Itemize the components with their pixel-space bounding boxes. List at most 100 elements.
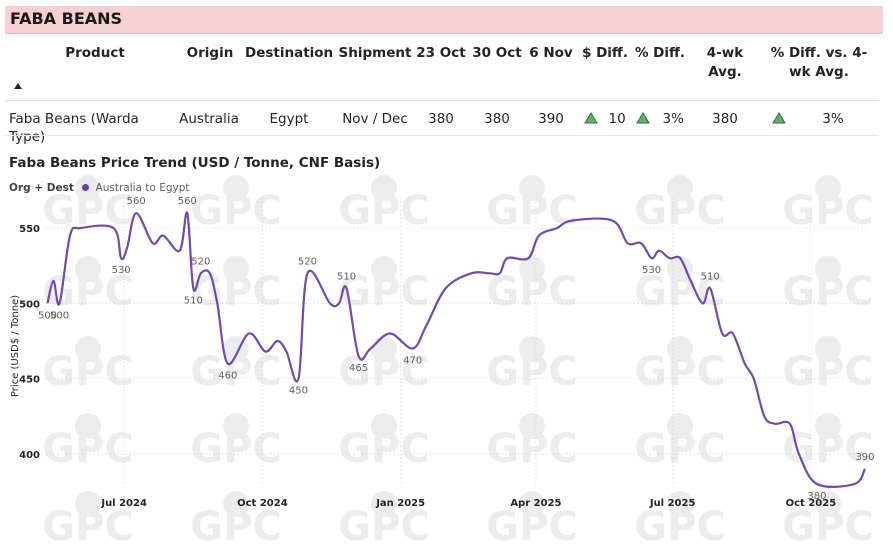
col-header-usd-diff[interactable]: $ Diff.	[582, 45, 628, 61]
up-triangle-icon	[636, 112, 651, 124]
x-tick-label: Jul 2025	[649, 498, 696, 509]
svg-text:GPC: GPC	[634, 188, 726, 234]
watermark-logo: GPC	[486, 336, 578, 395]
svg-text:GPC: GPC	[782, 426, 874, 472]
y-axis-label: Price (USD$ / Tonne)	[10, 295, 21, 397]
svg-text:GPC: GPC	[486, 349, 578, 395]
cell-4wk-avg: 380	[712, 111, 738, 127]
col-header-6-nov[interactable]: 6 Nov	[529, 45, 573, 61]
svg-text:GPC: GPC	[190, 504, 282, 549]
watermark-layer: GPC GPC GPC GPC GPC GPC GPC GPC GPC GPC GPC GPC GPC G…	[42, 175, 874, 549]
col-header-product[interactable]: Product	[65, 45, 125, 61]
axis-layer: 400 450 500 550 Jul 2024 Oct 2024 Jan 2025 Apr …	[19, 224, 836, 509]
svg-text:GPC: GPC	[42, 269, 134, 315]
x-tick-label: Apr 2025	[510, 498, 561, 509]
col-header-4wk-avg[interactable]: 4-wk Avg.	[695, 44, 755, 82]
header-divider	[5, 100, 878, 101]
y-tick-label: 500	[19, 299, 40, 310]
watermark-logo: GPC	[782, 256, 874, 315]
col-header-pct-diff-vs-avg[interactable]: % Diff. vs. 4- wk Avg.	[763, 44, 875, 82]
watermark-logo: GPC	[634, 491, 726, 549]
section-title-bar: FABA BEANS	[5, 6, 883, 34]
svg-text:GPC: GPC	[782, 349, 874, 395]
col-header-origin[interactable]: Origin	[186, 45, 234, 61]
data-label: 465	[349, 363, 368, 374]
svg-text:GPC: GPC	[782, 269, 874, 315]
col-header-pct-diff-vs-avg-line2: wk Avg.	[789, 64, 849, 80]
chart-title: Faba Beans Price Trend (USD / Tonne, CNF…	[9, 155, 381, 171]
col-header-30-oct[interactable]: 30 Oct	[472, 45, 522, 61]
watermark-logo: GPC	[782, 491, 874, 549]
watermark-logo: GPC	[338, 413, 430, 472]
cell-pct-diff-value: 3%	[662, 111, 684, 127]
watermark-logo: GPC	[634, 413, 726, 472]
svg-text:GPC: GPC	[190, 269, 282, 315]
watermark-logo: GPC	[42, 491, 134, 549]
watermark-logo: GPC	[634, 336, 726, 395]
watermark-logo: GPC	[486, 491, 578, 549]
data-label: 520	[298, 256, 317, 267]
watermark-logo: GPC	[190, 336, 282, 395]
cell-pct-diff: 3%	[632, 110, 688, 128]
y-tick-label: 450	[19, 375, 40, 386]
data-label: 560	[178, 196, 197, 207]
data-label: 500	[38, 310, 57, 321]
cell-destination: Egypt	[269, 111, 309, 127]
watermark-logo: GPC	[42, 336, 134, 395]
watermark-logo: GPC	[782, 336, 874, 395]
watermark-logo: GPC	[42, 175, 134, 234]
cell-origin: Australia	[179, 111, 239, 127]
x-tick-label: Oct 2025	[786, 498, 837, 509]
svg-text:GPC: GPC	[782, 188, 874, 234]
up-triangle-icon	[584, 112, 599, 124]
col-header-pct-diff-vs-avg-line1: % Diff. vs. 4-	[770, 45, 868, 61]
col-header-23-oct[interactable]: 23 Oct	[416, 45, 466, 61]
data-label: 450	[289, 386, 308, 397]
row-divider	[5, 135, 878, 136]
data-label: 510	[701, 271, 720, 282]
col-header-shipment[interactable]: Shipment	[338, 45, 412, 61]
series-line-australia-to-egypt[interactable]	[46, 211, 866, 488]
data-label: 510	[337, 271, 356, 282]
cell-usd-diff-value: 10	[608, 111, 626, 127]
section-title: FABA BEANS	[10, 9, 123, 28]
watermark-logo: GPC	[338, 175, 430, 234]
legend-title: Org + Dest	[9, 182, 74, 194]
legend-item-australia-to-egypt[interactable]: Australia to Egypt	[95, 182, 190, 194]
data-label: 470	[403, 356, 422, 367]
col-header-destination[interactable]: Destination	[245, 45, 334, 61]
watermark-logo: GPC	[338, 256, 430, 315]
watermark-logo: GPC	[338, 336, 430, 395]
watermark-logo: GPC	[782, 175, 874, 234]
data-label: 530	[112, 265, 131, 276]
svg-text:GPC: GPC	[486, 269, 578, 315]
col-header-4wk-avg-line1: 4-wk	[706, 45, 744, 61]
watermark-logo: GPC	[782, 413, 874, 472]
watermark-logo: GPC	[190, 256, 282, 315]
watermark-logo: GPC	[42, 256, 134, 315]
svg-text:GPC: GPC	[190, 188, 282, 234]
cell-shipment: Nov / Dec	[342, 111, 408, 127]
watermark-logo: GPC	[634, 175, 726, 234]
chart-legend: Org + Dest Australia to Egypt	[9, 182, 190, 194]
y-tick-label: 550	[19, 224, 40, 235]
data-label: 380	[807, 491, 826, 502]
svg-text:GPC: GPC	[190, 426, 282, 472]
svg-text:GPC: GPC	[338, 426, 430, 472]
svg-text:GPC: GPC	[338, 269, 430, 315]
data-label: 500	[50, 310, 69, 321]
svg-text:GPC: GPC	[782, 504, 874, 549]
price-table: Product Origin Destination Shipment 23 O…	[5, 36, 878, 145]
svg-text:GPC: GPC	[42, 349, 134, 395]
cell-product: Faba Beans (Warda Type)	[9, 111, 139, 145]
sort-ascending-icon[interactable]	[14, 83, 22, 89]
cell-30-oct: 380	[484, 111, 510, 127]
data-label: 530	[642, 265, 661, 276]
svg-text:GPC: GPC	[634, 349, 726, 395]
watermark-logo: GPC	[42, 413, 134, 472]
col-header-pct-diff[interactable]: % Diff.	[634, 45, 686, 61]
cell-trend-icon	[767, 110, 791, 128]
svg-text:GPC: GPC	[42, 426, 134, 472]
